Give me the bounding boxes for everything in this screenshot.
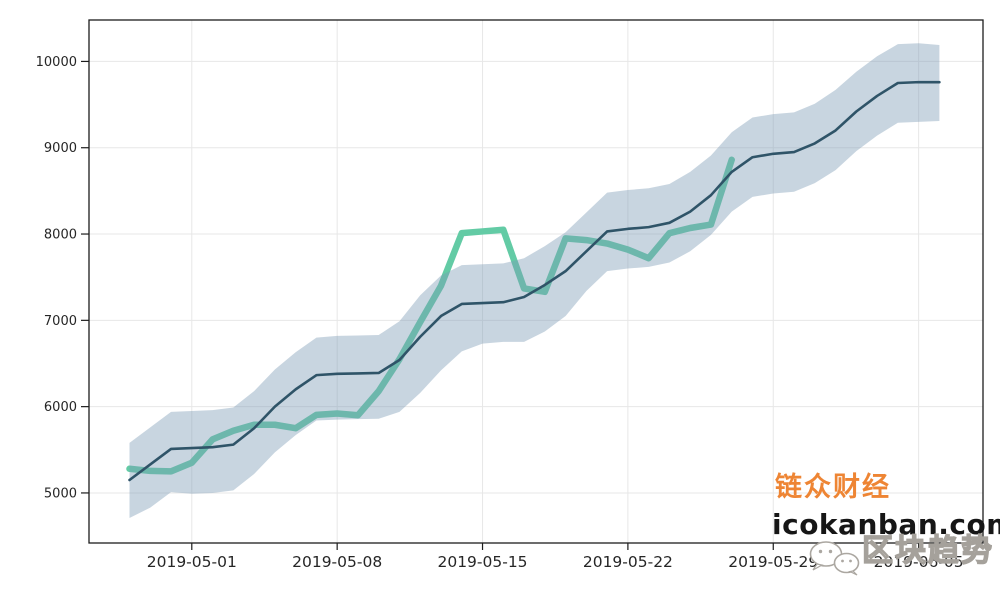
y-tick-label: 10000	[36, 55, 77, 70]
x-tick-label: 2019-05-29	[728, 553, 818, 571]
brand-watermark-cn: 链众财经	[775, 472, 891, 503]
wechat-account-watermark: 区块趋势	[861, 533, 994, 569]
wechat-icon	[809, 541, 860, 576]
plot-frame	[88, 19, 984, 544]
brand-watermark-url: icokanban.com	[772, 508, 1000, 541]
x-tick-label: 2019-05-15	[437, 553, 527, 571]
y-tick-label: 5000	[44, 486, 77, 501]
y-tick-label: 9000	[44, 141, 77, 156]
uncertainty-band	[129, 43, 940, 518]
x-tick-label: 2019-05-08	[292, 553, 382, 571]
x-tick-label: 2019-05-22	[583, 553, 673, 571]
x-tick-label: 2019-05-01	[147, 553, 237, 571]
actual-price-line	[126, 156, 735, 475]
forecast-line	[128, 80, 941, 482]
y-tick-label: 7000	[44, 314, 77, 329]
y-tick-label: 6000	[44, 400, 77, 415]
y-tick-label: 8000	[44, 228, 77, 243]
x-tick-label: 2019-06-05	[874, 553, 964, 571]
